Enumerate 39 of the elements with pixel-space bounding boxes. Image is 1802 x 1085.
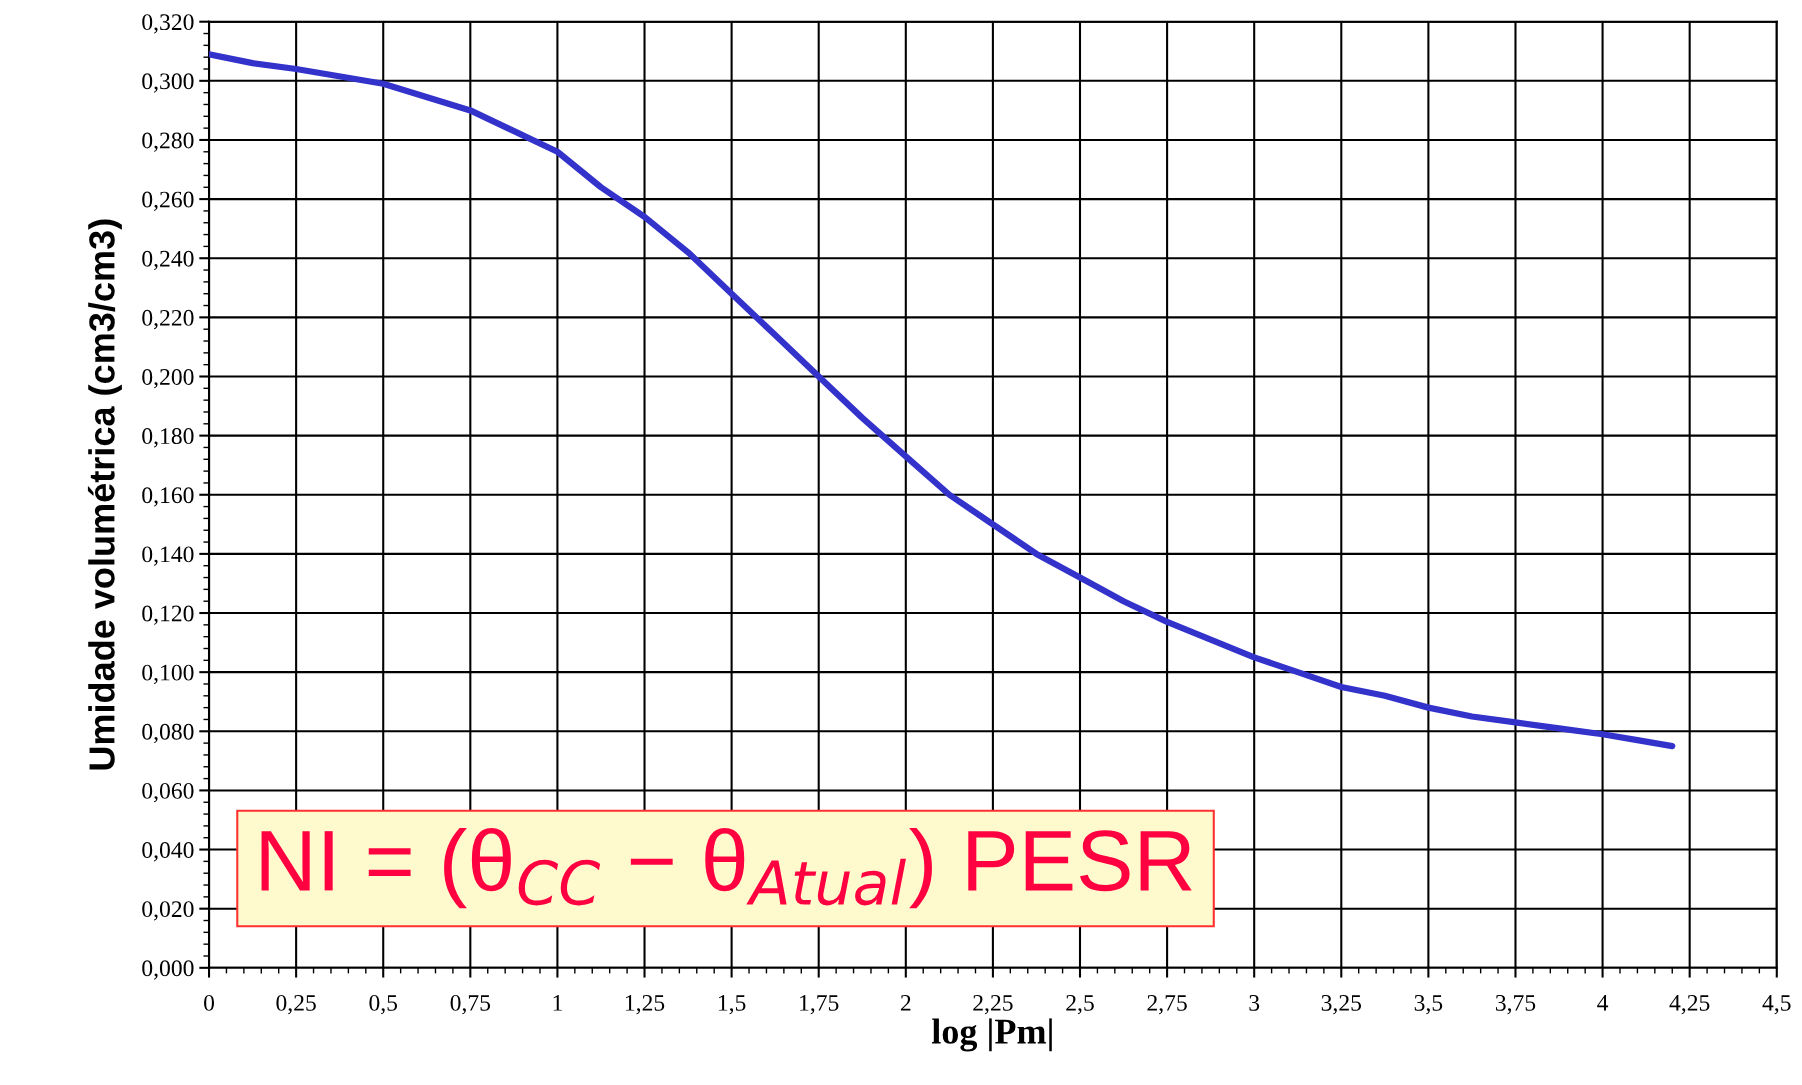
y-tick-label: 0,120: [142, 605, 194, 625]
x-tick-label: 2,5: [1066, 994, 1094, 1015]
annotation: NI = (θ$_{CC}$ − θ$_{Atual}$) PESR: [261, 828, 1192, 909]
x-tick-label: 3,25: [1321, 994, 1362, 1015]
x-tick-label: 1,5: [718, 995, 746, 1015]
y-tick-label: 0,160: [142, 487, 194, 507]
x-tick-label: 0,75: [450, 994, 491, 1015]
y-tick-label: 0,060: [142, 782, 194, 803]
y-tick-label: 0,240: [142, 250, 194, 271]
y-tick-label: 0,220: [142, 309, 194, 330]
y-tick-label: 0,020: [142, 901, 194, 921]
x-tick-label: 3: [1249, 994, 1260, 1011]
y-tick-label: 0,180: [142, 428, 194, 448]
x-tick-label: 4,25: [1669, 994, 1710, 1015]
x-tick-label: 1,75: [800, 995, 839, 1015]
y-tick-label: 0,320: [142, 14, 194, 34]
y-tick-label: 0,040: [142, 842, 194, 862]
x-tick-label: 0,25: [276, 994, 316, 1015]
y-tick-label: 0,200: [142, 368, 194, 389]
x-axis-title: log |Pm|: [932, 1018, 1052, 1052]
x-tick-label: 1: [553, 995, 562, 1011]
x-tick-label: 2,25: [973, 994, 1013, 1015]
y-tick-label: 0,280: [142, 132, 194, 152]
y-tick-label: 0,300: [142, 73, 194, 93]
y-tick-label: 0,100: [142, 664, 194, 684]
y-tick-label: 0,080: [142, 723, 194, 744]
y-axis-title: Umidade volumétrica (cm3/cm3): [87, 219, 122, 770]
x-tick-label: 0: [204, 994, 215, 1011]
x-tick-label: 3,5: [1414, 994, 1443, 1015]
x-tick-label: 0,5: [369, 994, 398, 1015]
x-tick-label: 4,5: [1762, 995, 1791, 1015]
x-tick-label: 2: [900, 994, 911, 1011]
x-tick-label: 4: [1597, 995, 1609, 1011]
x-tick-label: 3,75: [1495, 994, 1536, 1015]
y-tick-label: 0,260: [142, 191, 194, 211]
y-tick-label: 0,000: [142, 960, 194, 980]
y-tick-label: 0,140: [142, 546, 194, 566]
x-tick-label: 1,25: [625, 994, 665, 1015]
x-tick-label: 2,75: [1147, 994, 1187, 1015]
